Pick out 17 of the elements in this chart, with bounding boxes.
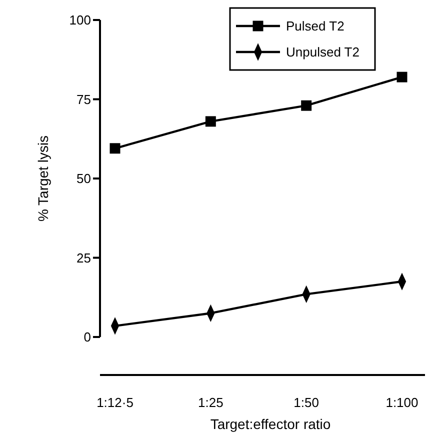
- x-tick-label: 1:50: [294, 395, 319, 410]
- y-tick-label: 0: [84, 330, 91, 345]
- y-tick-label: 100: [69, 12, 91, 28]
- x-axis-title: Target:effector ratio: [210, 416, 331, 432]
- y-tick-label: 25: [76, 250, 91, 266]
- x-tick-label: 1:12·5: [96, 395, 134, 410]
- x-tick-label: 1:100: [386, 395, 418, 410]
- y-tick-label: 75: [76, 92, 91, 107]
- point: [396, 72, 408, 82]
- y-tick-label: 50: [76, 171, 91, 186]
- point: [301, 100, 312, 111]
- legend-label: Unpulsed T2: [286, 44, 360, 60]
- point: [110, 143, 120, 154]
- point: [205, 116, 216, 127]
- legend-label: Pulsed T2: [286, 18, 344, 34]
- x-tick-label: 1:25: [198, 395, 224, 410]
- y-axis-title: % Target lysis: [35, 135, 51, 222]
